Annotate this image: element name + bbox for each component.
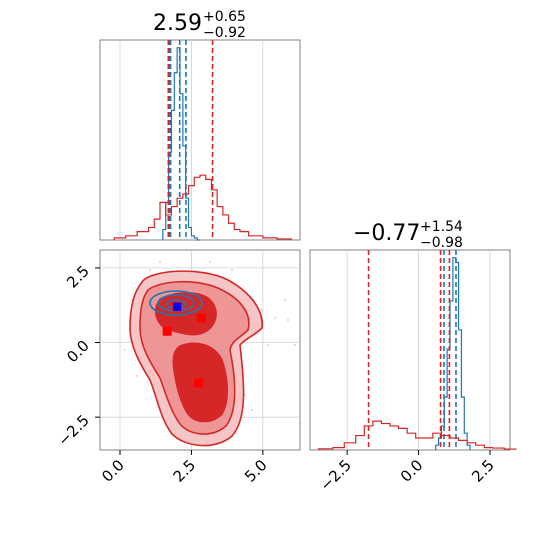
panel-top-left-series xyxy=(113,40,293,241)
panel-bottom-left-markers xyxy=(162,302,206,388)
title-bottom-right-value: −0.77 xyxy=(353,221,420,246)
panel-top-left-frame xyxy=(99,39,301,241)
panel-bottom-right: −2.5 0.0 2.5 −0.77 +1.54 −0.98 xyxy=(309,219,517,495)
title-top-left-upper: +0.65 xyxy=(203,9,246,25)
br-xtick-label-0: −2.5 xyxy=(316,456,354,494)
tl-series-1-line xyxy=(113,174,293,240)
panel-top-left-grid xyxy=(119,40,264,240)
panel-bottom-right-ticks: −2.5 0.0 2.5 xyxy=(316,450,498,495)
bl-xtick-label-2: 5.0 xyxy=(241,456,271,486)
title-bottom-right-lower: −0.98 xyxy=(420,235,463,251)
bl-ytick-label-0: −2.5 xyxy=(54,411,92,449)
panel-bottom-right-frame xyxy=(309,249,511,451)
panel-top-left-title: 2.59 +0.65 −0.92 xyxy=(153,9,246,41)
title-bottom-right-upper: +1.54 xyxy=(420,219,463,235)
br-xtick-label-1: 0.0 xyxy=(397,456,427,486)
panel-bottom-right-title: −0.77 +1.54 −0.98 xyxy=(353,219,463,251)
panel-bottom-right-grid xyxy=(346,250,491,450)
red-point-1 xyxy=(162,326,172,336)
red-point-2 xyxy=(196,313,206,323)
blue-point xyxy=(173,302,182,311)
bl-xtick-label-0: 0.0 xyxy=(98,456,128,486)
panel-bottom-left: 0.0 2.5 5.0−2.50.02.5 xyxy=(54,249,301,486)
red-point-3 xyxy=(194,378,204,388)
bl-xtick-label-1: 2.5 xyxy=(170,456,200,486)
bl-ytick-label-1: 0.0 xyxy=(63,337,93,367)
title-top-left-lower: −0.92 xyxy=(203,25,246,41)
title-top-left-value: 2.59 xyxy=(153,11,202,36)
panel-bottom-right-series xyxy=(317,250,517,450)
blue-contour-outer xyxy=(149,290,203,316)
bl-ytick-label-2: 2.5 xyxy=(63,262,93,292)
br-series-1-line xyxy=(317,420,517,450)
red-contours xyxy=(129,270,263,447)
panel-top-left: 2.59 +0.65 −0.92 xyxy=(99,9,301,241)
blue-contours xyxy=(149,290,203,316)
br-xtick-label-2: 2.5 xyxy=(468,456,498,486)
